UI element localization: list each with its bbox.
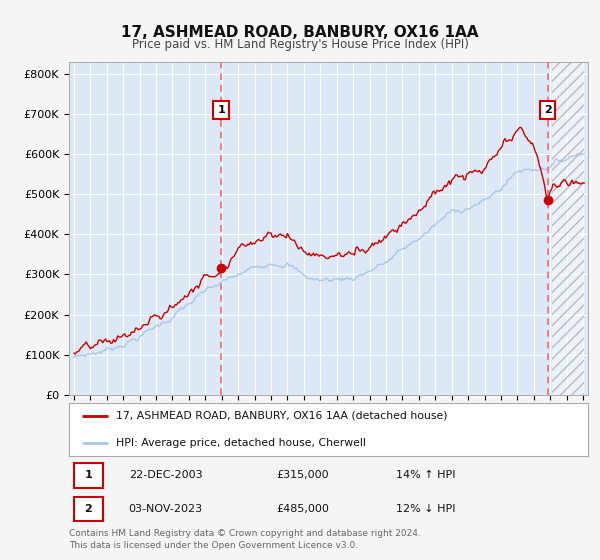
Text: 17, ASHMEAD ROAD, BANBURY, OX16 1AA (detached house): 17, ASHMEAD ROAD, BANBURY, OX16 1AA (det… [116, 411, 447, 421]
FancyBboxPatch shape [74, 463, 103, 488]
Text: 03-NOV-2023: 03-NOV-2023 [128, 504, 203, 514]
Text: 22-DEC-2003: 22-DEC-2003 [128, 470, 202, 480]
Text: Price paid vs. HM Land Registry's House Price Index (HPI): Price paid vs. HM Land Registry's House … [131, 38, 469, 50]
Text: £315,000: £315,000 [277, 470, 329, 480]
FancyBboxPatch shape [74, 497, 103, 521]
Text: Contains HM Land Registry data © Crown copyright and database right 2024.
This d: Contains HM Land Registry data © Crown c… [69, 529, 421, 550]
Text: 2: 2 [544, 105, 551, 115]
Text: 2: 2 [85, 504, 92, 514]
Text: 12% ↓ HPI: 12% ↓ HPI [396, 504, 455, 514]
Text: HPI: Average price, detached house, Cherwell: HPI: Average price, detached house, Cher… [116, 437, 365, 447]
Text: £485,000: £485,000 [277, 504, 329, 514]
Text: 1: 1 [85, 470, 92, 480]
Text: 17, ASHMEAD ROAD, BANBURY, OX16 1AA: 17, ASHMEAD ROAD, BANBURY, OX16 1AA [121, 25, 479, 40]
Text: 1: 1 [217, 105, 225, 115]
Text: 14% ↑ HPI: 14% ↑ HPI [396, 470, 455, 480]
